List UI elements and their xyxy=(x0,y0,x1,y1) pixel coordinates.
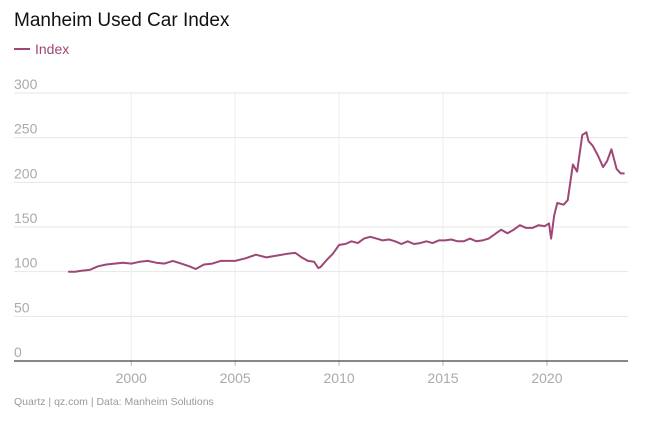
legend-label-index: Index xyxy=(35,41,70,57)
x-tick-label: 2015 xyxy=(427,370,458,386)
x-gridlines xyxy=(130,93,548,361)
y-tick-label: 250 xyxy=(14,121,38,137)
y-axis-ticks: 0 50 100 150 200 250 300 xyxy=(14,76,38,360)
x-tick-label: 2000 xyxy=(116,370,147,386)
series-lines xyxy=(67,131,625,273)
chart-title: Manheim Used Car Index xyxy=(14,10,230,31)
series-line-index xyxy=(67,131,625,273)
y-gridlines xyxy=(14,92,628,317)
y-tick-label: 150 xyxy=(14,210,38,226)
y-tick-label: 0 xyxy=(14,344,22,360)
chart-legend: Index xyxy=(14,41,69,57)
x-axis-ticks: 2000 2005 2010 2015 2020 xyxy=(116,361,563,386)
x-tick-label: 2005 xyxy=(220,370,251,386)
y-tick-label: 100 xyxy=(14,255,38,271)
y-tick-label: 300 xyxy=(14,76,38,92)
x-tick-label: 2020 xyxy=(531,370,562,386)
x-tick-label: 2010 xyxy=(324,370,355,386)
y-tick-label: 50 xyxy=(14,299,30,315)
y-tick-label: 200 xyxy=(14,165,38,181)
legend-swatch xyxy=(14,48,30,50)
source-credit: Quartz | qz.com | Data: Manheim Solution… xyxy=(14,396,214,408)
